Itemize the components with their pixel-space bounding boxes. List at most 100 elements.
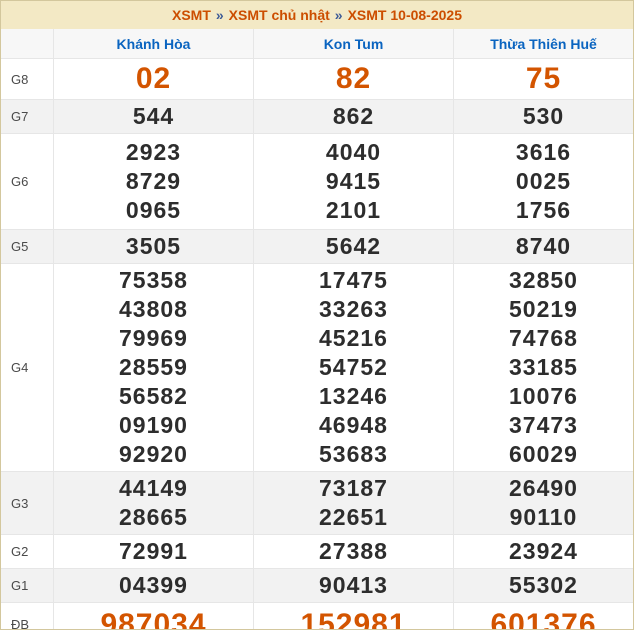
breadcrumb: XSMT » XSMT chủ nhật » XSMT 10-08-2025 [1, 1, 633, 29]
result-cell: 23924 [454, 535, 633, 568]
column-header-2[interactable]: Thừa Thiên Huế [490, 35, 597, 52]
column-header-0[interactable]: Khánh Hòa [54, 29, 254, 58]
result-number: 55302 [509, 572, 578, 598]
result-number: 10076 [509, 383, 578, 409]
result-cell: 26490 90110 [454, 472, 633, 534]
prize-row-5: G3 44149 28665 73187 22651 26490 90110 [1, 471, 633, 534]
prize-label: G8 [1, 59, 54, 99]
prize-row-3: G5 3505 5642 8740 [1, 229, 633, 263]
result-cell: 987034 [54, 603, 254, 630]
result-number: 13246 [319, 383, 388, 409]
prize-label: ĐB [1, 603, 54, 629]
prize-label: G1 [1, 569, 54, 602]
result-number: 46948 [319, 412, 388, 438]
result-number: 02 [135, 62, 172, 95]
result-number: 56582 [119, 383, 188, 409]
result-cell: 32850 50219 74768 33185 10076 37473 60029 [454, 264, 633, 471]
result-number: 45216 [319, 325, 388, 351]
result-number: 92920 [119, 441, 188, 467]
result-number: 530 [522, 103, 565, 129]
result-cell: 02 [54, 59, 254, 99]
result-cell: 544 [54, 100, 254, 133]
results-table: Khánh Hòa Kon Tum Thừa Thiên Huế G8 02 82 75 G… [1, 29, 633, 630]
result-number: 90110 [509, 504, 578, 530]
result-cell: 82 [254, 59, 454, 99]
result-number: 17475 [319, 267, 388, 293]
result-number: 33185 [509, 354, 578, 380]
result-number: 1756 [515, 197, 572, 223]
prize-label: G2 [1, 535, 54, 568]
result-number: 32850 [509, 267, 578, 293]
prize-label: G7 [1, 100, 54, 133]
result-cell: 2923 8729 0965 [54, 134, 254, 229]
result-number: 04399 [119, 572, 188, 598]
result-number: 2923 [125, 139, 182, 165]
result-number: 53683 [319, 441, 388, 467]
header-spacer-cell [1, 29, 54, 58]
result-number: 73187 [319, 475, 388, 501]
result-number: 5642 [325, 233, 382, 259]
breadcrumb-current-drawing: XSMT 10-08-2025 [347, 7, 462, 23]
prize-row-0: G8 02 82 75 [1, 58, 633, 99]
result-number: 0965 [125, 197, 182, 223]
breadcrumb-link-xsmt-chu-nhat[interactable]: XSMT chủ nhật [228, 7, 330, 23]
prize-row-6: G2 72991 27388 23924 [1, 534, 633, 568]
result-number: 72991 [119, 538, 188, 564]
result-number: 74768 [509, 325, 578, 351]
result-number: 26490 [509, 475, 578, 501]
result-number: 43808 [119, 296, 188, 322]
result-number: 2101 [325, 197, 382, 223]
result-number: 987034 [100, 607, 207, 630]
result-cell: 75 [454, 59, 633, 99]
result-cell: 04399 [54, 569, 254, 602]
column-header-1[interactable]: Kon Tum [254, 29, 454, 58]
result-cell: 601376 [454, 603, 633, 630]
prize-label: G4 [1, 264, 54, 471]
result-cell: 90413 [254, 569, 454, 602]
result-cell: 530 [454, 100, 633, 133]
result-number: 60029 [509, 441, 578, 467]
result-number: 44149 [119, 475, 188, 501]
prize-row-2: G6 2923 8729 0965 4040 9415 2101 3616 0025 1756 [1, 133, 633, 229]
result-number: 82 [335, 62, 372, 95]
result-cell: 8740 [454, 230, 633, 263]
result-number: 75 [525, 62, 562, 95]
result-number: 22651 [319, 504, 388, 530]
result-number: 3505 [125, 233, 182, 259]
result-number: 90413 [319, 572, 388, 598]
result-cell: 55302 [454, 569, 633, 602]
breadcrumb-link-xsmt[interactable]: XSMT [171, 7, 211, 23]
result-number: 79969 [119, 325, 188, 351]
prize-label: G5 [1, 230, 54, 263]
result-number: 09190 [119, 412, 188, 438]
result-number: 601376 [490, 607, 597, 630]
table-header-row: Khánh Hòa Kon Tum Thừa Thiên Huế [1, 29, 633, 58]
result-number: 544 [132, 103, 175, 129]
prize-row-7: G1 04399 90413 55302 [1, 568, 633, 602]
prize-row-4: G4 75358 43808 79969 28559 56582 09190 92920 174… [1, 263, 633, 471]
result-number: 75358 [119, 267, 188, 293]
result-cell: 27388 [254, 535, 454, 568]
result-number: 54752 [319, 354, 388, 380]
result-number: 33263 [319, 296, 388, 322]
result-number: 9415 [325, 168, 382, 194]
prize-row-1: G7 544 862 530 [1, 99, 633, 133]
result-number: 23924 [509, 538, 578, 564]
result-cell: 3616 0025 1756 [454, 134, 633, 229]
result-number: 4040 [325, 139, 382, 165]
result-cell: 72991 [54, 535, 254, 568]
result-number: 28559 [119, 354, 188, 380]
result-number: 28665 [119, 504, 188, 530]
result-cell: 862 [254, 100, 454, 133]
result-number: 862 [332, 103, 375, 129]
result-cell: 4040 9415 2101 [254, 134, 454, 229]
result-number: 0025 [515, 168, 572, 194]
result-cell: 73187 22651 [254, 472, 454, 534]
prize-label: G6 [1, 134, 54, 229]
prize-row-8: ĐB 987034 152981 601376 [1, 602, 633, 630]
result-cell: 17475 33263 45216 54752 13246 46948 53683 [254, 264, 454, 471]
prize-label: G3 [1, 472, 54, 534]
result-number: 8729 [125, 168, 182, 194]
result-cell: 5642 [254, 230, 454, 263]
